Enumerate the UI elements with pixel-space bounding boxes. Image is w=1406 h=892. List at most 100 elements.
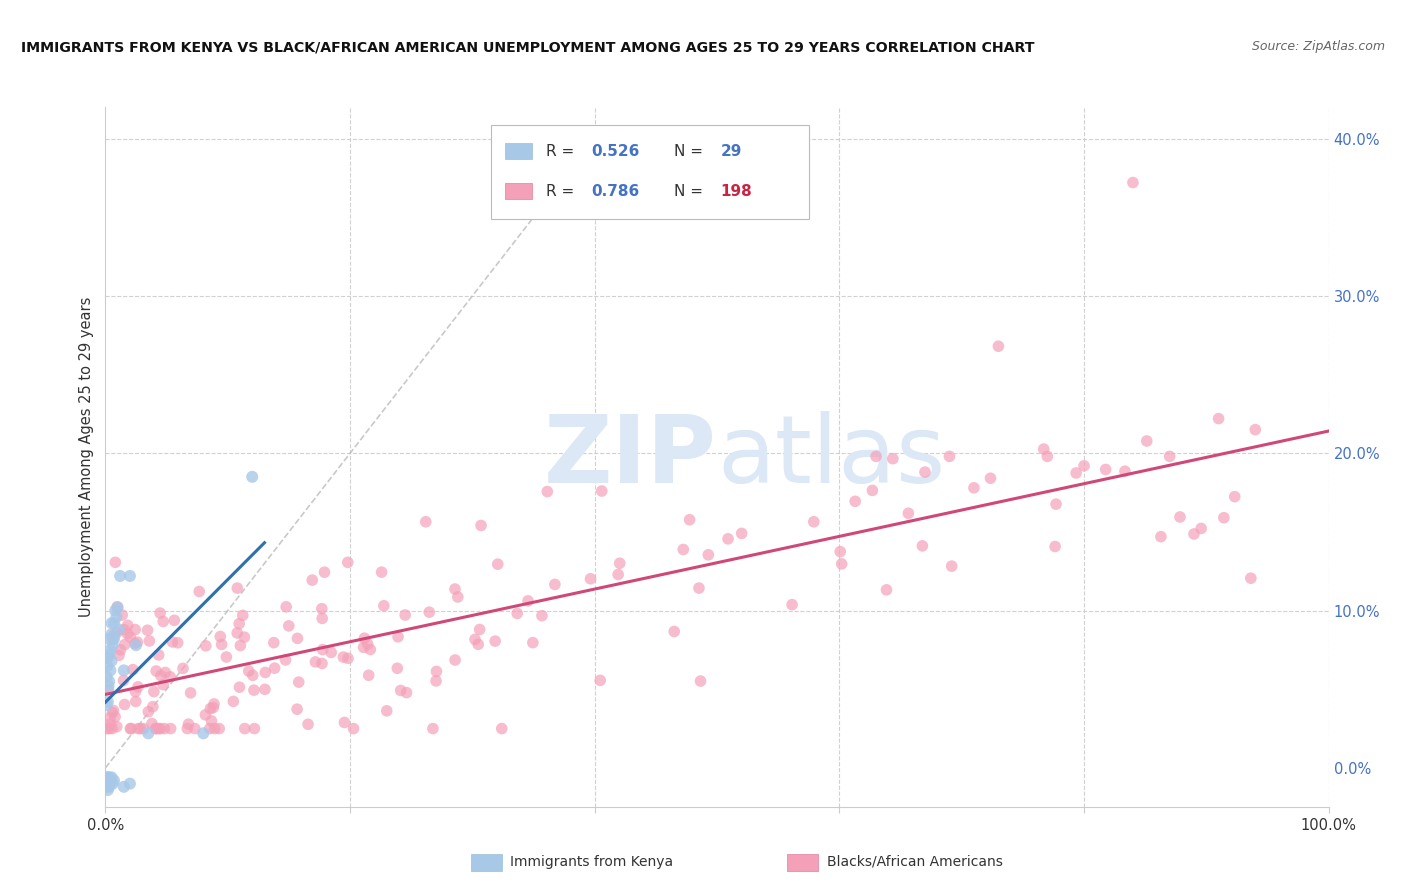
- Point: [149, 668, 172, 682]
- Point: [370, 565, 392, 579]
- Point: [101, 632, 124, 646]
- Point: [112, 623, 135, 637]
- Point: [112, 664, 135, 678]
- Point: [591, 483, 613, 498]
- Point: [1073, 458, 1095, 473]
- Point: [311, 657, 333, 671]
- Point: [387, 661, 409, 675]
- Text: IMMIGRANTS FROM KENYA VS BLACK/AFRICAN AMERICAN UNEMPLOYMENT AMONG AGES 25 TO 29: IMMIGRANTS FROM KENYA VS BLACK/AFRICAN A…: [21, 40, 1035, 54]
- Point: [202, 697, 225, 711]
- Point: [321, 645, 343, 659]
- Point: [148, 648, 170, 662]
- Point: [97, 650, 120, 665]
- Point: [444, 582, 467, 596]
- Point: [233, 722, 256, 736]
- Point: [127, 635, 149, 649]
- Point: [730, 526, 752, 541]
- Point: [114, 638, 136, 652]
- Point: [897, 506, 920, 520]
- Point: [200, 701, 222, 715]
- Point: [242, 668, 264, 682]
- Point: [222, 694, 245, 708]
- Point: [232, 608, 254, 623]
- Point: [938, 450, 960, 464]
- Point: [98, 648, 121, 662]
- Point: [108, 648, 131, 663]
- Point: [941, 559, 963, 574]
- Point: [100, 716, 122, 731]
- Point: [297, 717, 319, 731]
- Point: [589, 673, 612, 688]
- Point: [860, 483, 883, 498]
- Point: [1223, 490, 1246, 504]
- Point: [263, 661, 285, 675]
- Point: [253, 682, 276, 697]
- Point: [979, 471, 1001, 485]
- Point: [301, 573, 323, 587]
- Point: [285, 702, 308, 716]
- Point: [145, 722, 167, 736]
- Point: [148, 722, 170, 736]
- Point: [117, 627, 139, 641]
- Point: [697, 548, 720, 562]
- Point: [263, 635, 285, 649]
- Point: [491, 722, 513, 736]
- Point: [1094, 462, 1116, 476]
- Text: atlas: atlas: [717, 411, 945, 503]
- Point: [689, 674, 711, 689]
- Point: [98, 664, 121, 678]
- Point: [415, 515, 437, 529]
- Point: [274, 653, 297, 667]
- Text: R =: R =: [546, 144, 579, 159]
- Point: [100, 616, 122, 631]
- Point: [155, 665, 177, 680]
- Point: [194, 707, 217, 722]
- Point: [105, 625, 128, 640]
- Point: [107, 600, 129, 615]
- Point: [238, 664, 260, 678]
- Point: [780, 598, 803, 612]
- Point: [464, 632, 486, 647]
- Point: [717, 532, 740, 546]
- Point: [141, 716, 163, 731]
- Point: [152, 677, 174, 691]
- Point: [311, 642, 333, 657]
- Point: [193, 726, 215, 740]
- Point: [98, 643, 121, 657]
- Point: [395, 685, 418, 699]
- Point: [425, 673, 447, 688]
- Point: [353, 631, 375, 645]
- Point: [228, 680, 250, 694]
- Point: [444, 653, 467, 667]
- Point: [1240, 571, 1263, 585]
- Point: [865, 450, 887, 464]
- Point: [506, 607, 529, 621]
- Point: [96, 770, 118, 784]
- Point: [112, 780, 135, 794]
- Point: [389, 683, 412, 698]
- Point: [104, 555, 127, 569]
- Point: [108, 623, 131, 637]
- Point: [342, 722, 364, 736]
- Point: [387, 630, 409, 644]
- Point: [176, 722, 198, 736]
- Point: [882, 451, 904, 466]
- Point: [963, 481, 986, 495]
- Point: [101, 706, 124, 720]
- Point: [114, 698, 136, 712]
- Point: [208, 722, 231, 736]
- Point: [142, 699, 165, 714]
- Point: [153, 722, 176, 736]
- Point: [607, 567, 630, 582]
- Point: [98, 632, 121, 646]
- Point: [98, 770, 121, 784]
- Point: [104, 603, 127, 617]
- Text: 0.786: 0.786: [591, 184, 640, 199]
- Point: [373, 599, 395, 613]
- Point: [159, 670, 181, 684]
- Point: [127, 680, 149, 694]
- Point: [100, 770, 122, 784]
- Point: [100, 654, 122, 668]
- Point: [1212, 510, 1234, 524]
- Point: [188, 584, 211, 599]
